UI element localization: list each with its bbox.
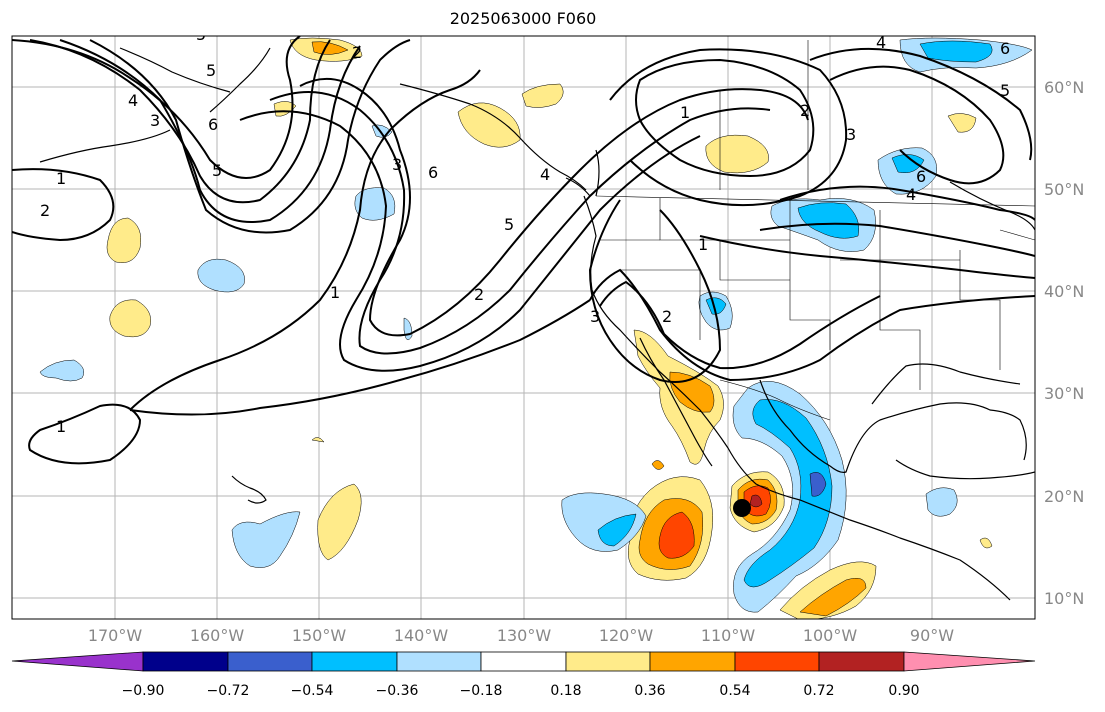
colorbar-tick-label: 0.90 xyxy=(888,683,920,699)
contour-label: 1 xyxy=(56,417,66,436)
contour-label: 5 xyxy=(1000,81,1010,100)
colorbar-tick-label: −0.36 xyxy=(375,683,419,699)
colorbar-segment xyxy=(480,651,567,672)
contour-label: 5 xyxy=(206,61,216,80)
colorbar-segment xyxy=(142,651,229,672)
colorbar-tick-label: −0.72 xyxy=(206,683,250,699)
contour-label: 6 xyxy=(1000,39,1010,58)
lat-label: 40°N xyxy=(1044,282,1085,301)
lon-label: 150°W xyxy=(291,626,347,645)
colorbar-segment xyxy=(734,651,820,672)
colorbar-extend-low xyxy=(11,651,144,672)
anomaly-fills xyxy=(39,37,1033,619)
contour-label: 2 xyxy=(800,101,810,120)
contour-label: 3 xyxy=(846,125,856,144)
contour-label: 6 xyxy=(208,115,218,134)
contour-label: 4 xyxy=(906,185,916,204)
contour-label: 4 xyxy=(540,165,550,184)
map-title: 2025063000 F060 xyxy=(449,9,597,28)
contour-label: 1 xyxy=(680,103,690,122)
contour-lines xyxy=(12,36,1035,465)
lon-label: 170°W xyxy=(87,626,143,645)
lat-label: 10°N xyxy=(1044,589,1085,608)
lon-label: 110°W xyxy=(700,626,756,645)
contour-label-group: 1 2 4 3 5 5 6 5 2 3 6 5 2 1 1 4 3 2 1 1 … xyxy=(40,25,1010,436)
colorbar-segment xyxy=(649,651,736,672)
map-frame xyxy=(11,35,1036,620)
colorbar-tick-label: −0.90 xyxy=(121,683,165,699)
lon-label: 160°W xyxy=(189,626,245,645)
coastlines xyxy=(39,47,1035,601)
contour-label: 2 xyxy=(662,307,672,326)
contour-label: 3 xyxy=(150,111,160,130)
lat-label: 30°N xyxy=(1044,384,1085,403)
colorbar xyxy=(11,651,1036,672)
contour-label: 3 xyxy=(392,155,402,174)
colorbar-segment xyxy=(818,651,905,672)
storm-center-marker xyxy=(733,499,751,517)
lat-label: 60°N xyxy=(1044,78,1085,97)
contour-label: 5 xyxy=(504,215,514,234)
colorbar-segment xyxy=(396,651,482,672)
contour-label: 5 xyxy=(212,161,222,180)
lon-label: 130°W xyxy=(496,626,552,645)
contour-label: 5 xyxy=(196,25,206,44)
lon-label: 100°W xyxy=(802,626,858,645)
lon-label: 120°W xyxy=(598,626,654,645)
contour-label: 4 xyxy=(876,33,886,52)
lon-label: 140°W xyxy=(393,626,449,645)
contour-label: 6 xyxy=(916,167,926,186)
colorbar-segment xyxy=(311,651,398,672)
colorbar-tick-label: 0.36 xyxy=(634,683,666,699)
lon-label: 90°W xyxy=(909,626,955,645)
contour-label: 2 xyxy=(474,285,484,304)
colorbar-extend-high xyxy=(903,651,1036,672)
colorbar-segment xyxy=(565,651,651,672)
contour-label: 4 xyxy=(128,91,138,110)
political-borders xyxy=(595,40,1035,421)
contour-label: 1 xyxy=(56,169,66,188)
lat-label: 50°N xyxy=(1044,180,1085,199)
contour-label: 1 xyxy=(698,235,708,254)
colorbar-tick-label: 0.54 xyxy=(719,683,751,699)
colorbar-tick-label: −0.18 xyxy=(459,683,503,699)
contour-label: 6 xyxy=(428,163,438,182)
colorbar-tick-label: 0.72 xyxy=(803,683,835,699)
contour-label: 2 xyxy=(352,43,362,62)
colorbar-tick-label: −0.54 xyxy=(290,683,334,699)
contour-label: 2 xyxy=(40,201,50,220)
contour-label: 3 xyxy=(590,307,600,326)
colorbar-tick-label: 0.18 xyxy=(550,683,582,699)
colorbar-segment xyxy=(227,651,313,672)
contour-label: 1 xyxy=(330,283,340,302)
lat-label: 20°N xyxy=(1044,487,1085,506)
